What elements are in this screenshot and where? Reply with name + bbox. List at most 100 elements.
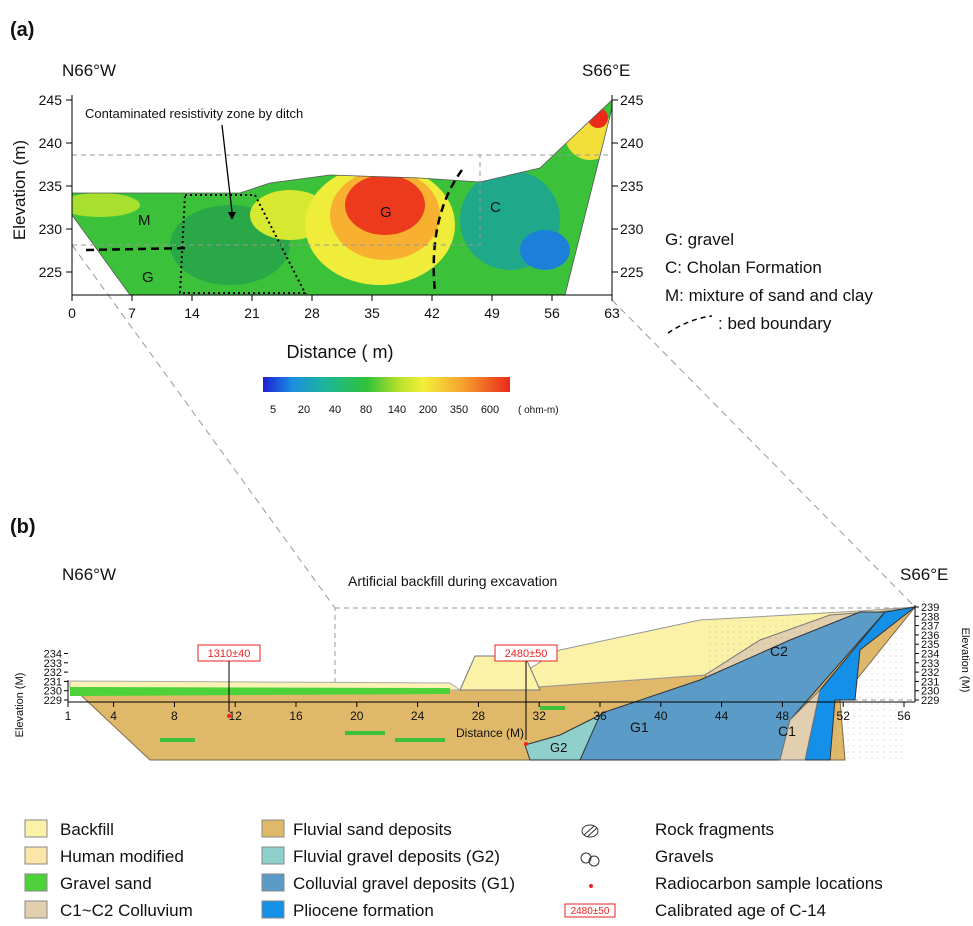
region-label: G [142,269,154,286]
y-tick-label: 225 [39,264,63,280]
sample [524,742,528,746]
region-label: G [380,204,392,221]
legend-swatch [25,874,47,891]
heading: N66°W [62,565,116,584]
x-tick-label: 42 [424,305,440,321]
legend-text: M: mixture of sand and clay [665,286,873,305]
legend: Backfill Human modified Gravel sand C1~C2 C… [25,820,883,920]
region-label: C [490,199,501,216]
panel-label: (a) [10,19,34,41]
heading: S66°E [900,565,948,584]
legend-swatch [262,820,284,837]
x-tick-label: 12 [229,709,243,723]
colorbar-tick: 20 [298,404,310,416]
axis-title: Elevation (M) [14,673,26,738]
x-tick-label: 48 [776,709,790,723]
legend-text: Pliocene formation [293,901,434,920]
colorbar-tick: 350 [450,404,468,416]
annotation: Artificial backfill during excavation [348,573,557,589]
y-tick-label: 235 [620,178,644,194]
region-label: C2 [770,643,788,659]
x-tick-label: 16 [289,709,303,723]
colorbar-tick: 200 [419,404,437,416]
legend-icon [589,884,593,888]
x-tick-label: 28 [472,709,486,723]
legend-text: Radiocarbon sample locations [655,874,883,893]
panel-label: (b) [10,516,36,538]
y-tick-label: 225 [620,264,644,280]
y-tick-label: 229 [921,695,939,707]
y-tick-label: 240 [39,135,63,151]
legend-text: Colluvial gravel deposits (G1) [293,874,515,893]
legend-line [668,316,712,333]
legend-text: C: Cholan Formation [665,258,822,277]
legend-text: C1~C2 Colluvium [60,901,193,920]
colorbar-tick: 80 [360,404,372,416]
x-tick-label: 52 [837,709,851,723]
x-tick-label: 28 [304,305,320,321]
x-tick-label: 21 [244,305,260,321]
y-tick-label: 235 [39,178,63,194]
colorbar [263,377,510,392]
x-tick-label: 20 [350,709,364,723]
date-label: 1310±40 [208,648,251,660]
legend-text: Human modified [60,847,184,866]
x-tick-label: 1 [65,709,72,723]
colorbar-tick: 140 [388,404,406,416]
region-label: G2 [550,740,567,755]
legend-swatch [262,874,284,891]
x-tick-label: 4 [110,709,117,723]
x-tick-label: 63 [604,305,620,321]
heading: S66°E [582,61,630,80]
x-tick-label: 8 [171,709,178,723]
axis-title: Elevation (M) [959,628,971,693]
y-tick-label: 245 [620,92,644,108]
x-tick-label: 56 [897,709,911,723]
y-tick-label: 230 [39,221,63,237]
legend-swatch [262,901,284,918]
x-tick-label: 14 [184,305,200,321]
y-tick-label: 245 [39,92,63,108]
legend-date: 2480±50 [571,906,610,917]
colorbar-tick: 40 [329,404,341,416]
x-tick-label: 44 [715,709,729,723]
x-tick-label: 49 [484,305,500,321]
x-tick-label: 36 [593,709,607,723]
legend-swatch [25,847,47,864]
legend-text: Fluvial sand deposits [293,820,452,839]
colorbar-tick: 5 [270,404,276,416]
x-tick-label: 40 [654,709,668,723]
annotation: Contaminated resistivity zone by ditch [85,106,303,121]
legend-text: Backfill [60,820,114,839]
axis-title: Distance ( m) [286,342,393,362]
x-tick-label: 35 [364,305,380,321]
x-tick-label: 32 [533,709,547,723]
y-tick-label: 229 [44,695,62,707]
region-label: M [138,212,151,229]
axis-title: Elevation (m) [10,140,29,240]
legend-text: G: gravel [665,230,734,249]
colorbar-tick: 600 [481,404,499,416]
x-tick-label: 0 [68,305,76,321]
x-tick-label: 7 [128,305,136,321]
legend-text: : bed boundary [718,314,832,333]
heading: N66°W [62,61,116,80]
colorbar-unit: ( ohm-m) [518,405,559,416]
y-tick-label: 230 [620,221,644,237]
legend-swatch [262,847,284,864]
x-tick-label: 24 [411,709,425,723]
legend-text: Fluvial gravel deposits (G2) [293,847,500,866]
legend-swatch [25,901,47,918]
y-tick-label: 240 [620,135,644,151]
region-label: C1 [778,723,796,739]
date-label: 2480±50 [505,648,548,660]
axis-title: Distance (M) [456,726,524,740]
legend-swatch [25,820,47,837]
figure: (a) N66°W S66°E Contaminated resistivity… [0,0,973,921]
legend-text: Rock fragments [655,820,774,839]
legend-text: Gravels [655,847,714,866]
legend-text: Calibrated age of C-14 [655,901,826,920]
region-label: G1 [630,719,649,735]
x-tick-label: 56 [544,305,560,321]
legend-text: Gravel sand [60,874,152,893]
